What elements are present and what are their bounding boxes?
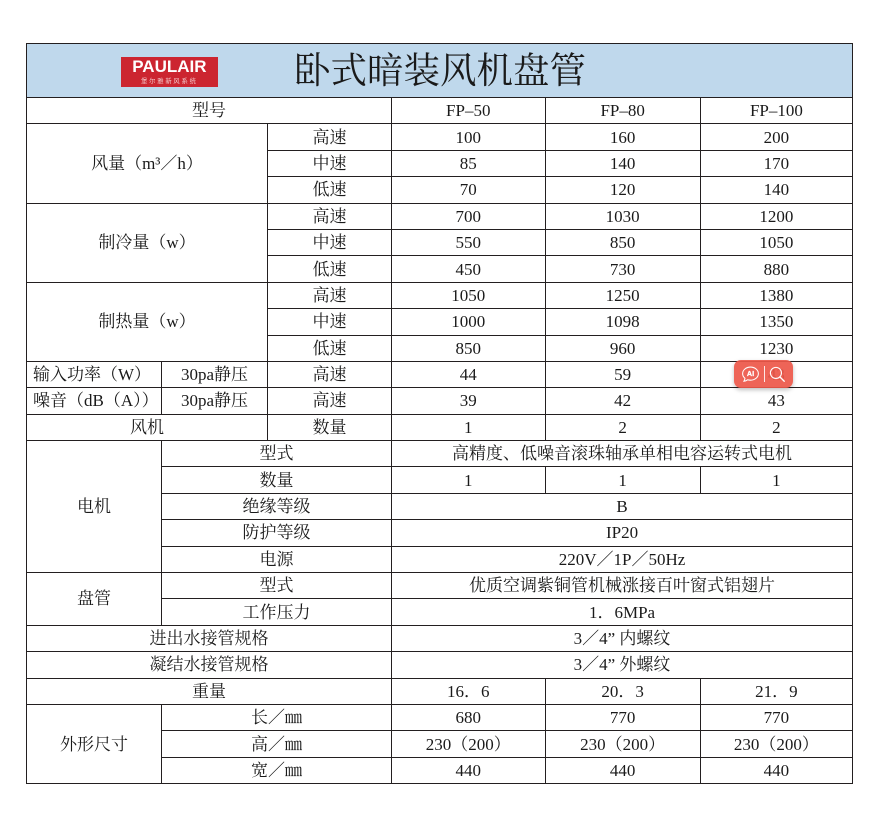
svg-text:AI: AI xyxy=(747,369,754,377)
